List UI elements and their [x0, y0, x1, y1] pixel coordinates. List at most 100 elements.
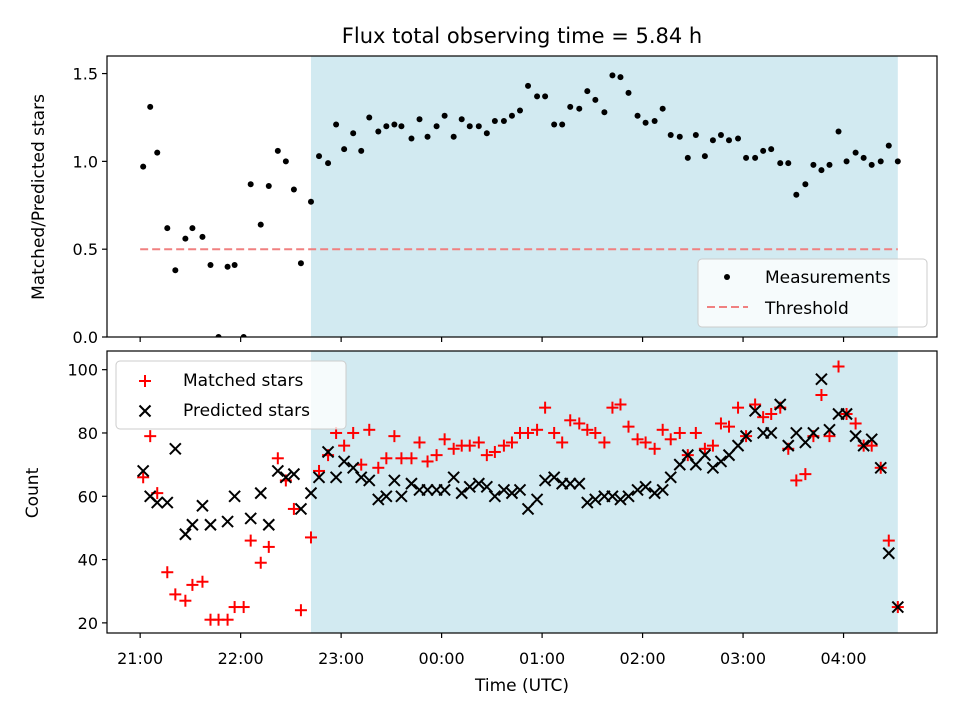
- measurement-point: [282, 158, 289, 165]
- predicted-star-point: [488, 490, 502, 503]
- measurement-point: [189, 225, 196, 232]
- y-tick-label: 40: [78, 551, 98, 570]
- measurement-point: [172, 267, 179, 274]
- measurement-point: [433, 123, 440, 130]
- matched-star-point: [639, 436, 652, 449]
- measurement-point: [676, 133, 683, 140]
- measurement-point: [634, 112, 641, 119]
- matched-star-point: [548, 426, 561, 439]
- matched-star-point: [430, 449, 443, 462]
- matched-star-point: [823, 430, 836, 443]
- x-tick-label: 23:00: [318, 649, 364, 668]
- predicted-star-point: [815, 372, 828, 386]
- predicted-star-point: [228, 490, 241, 503]
- measurement-point: [894, 158, 901, 165]
- matched-star-point: [438, 433, 451, 446]
- measurement-point: [760, 147, 767, 154]
- measurement-point: [500, 117, 507, 124]
- predicted-star-point: [865, 433, 878, 446]
- matched-star-point: [865, 439, 878, 452]
- predicted-star-point: [823, 423, 836, 437]
- y-tick-label: 100: [67, 361, 98, 380]
- measurement-point: [542, 93, 549, 100]
- matched-star-point: [531, 423, 544, 436]
- y-tick-label: 60: [78, 487, 98, 506]
- measurement-point: [584, 88, 591, 95]
- measurement-point: [358, 147, 365, 154]
- predicted-star-point: [321, 445, 335, 459]
- measurement-point: [777, 160, 784, 167]
- y-tick-label: 0.5: [73, 240, 98, 259]
- matched-star-point: [765, 407, 778, 420]
- predicted-star-point: [271, 464, 285, 478]
- predicted-star-point: [706, 461, 720, 474]
- matched-star-point: [815, 388, 828, 401]
- predicted-star-point: [581, 496, 594, 509]
- predicted-star-point: [196, 499, 209, 512]
- measurement-point: [307, 198, 314, 205]
- measurement-point: [290, 186, 297, 193]
- matched-star-point: [564, 414, 577, 427]
- predicted-star-point: [151, 496, 164, 509]
- measurement-point: [684, 154, 691, 161]
- matched-star-point: [338, 439, 351, 452]
- predicted-star-point: [337, 455, 351, 468]
- measurement-point: [491, 117, 498, 124]
- matched-star-point: [556, 436, 569, 449]
- predicted-star-point: [521, 502, 535, 516]
- measurement-point: [835, 128, 842, 135]
- matched-star-point: [698, 442, 711, 455]
- measurement-point: [333, 121, 340, 128]
- measurement-point: [877, 158, 884, 165]
- measurement-point: [375, 128, 382, 135]
- predicted-star-point: [279, 471, 293, 484]
- measurement-point: [297, 260, 304, 267]
- matched-star-point: [606, 401, 619, 414]
- matched-star-point: [757, 411, 770, 424]
- measurement-point: [802, 181, 809, 188]
- measurement-point: [408, 135, 415, 142]
- measurement-point: [651, 117, 658, 124]
- measurement-point: [717, 132, 724, 139]
- measurement-point: [885, 142, 892, 149]
- matched-star-point: [790, 474, 803, 487]
- y-tick-label: 1.0: [73, 152, 98, 171]
- matched-star-point: [254, 556, 267, 569]
- measurement-point: [154, 149, 161, 156]
- matched-star-point: [313, 464, 326, 477]
- measurement-point: [483, 130, 490, 137]
- legend-measurements-label: Measurements: [765, 268, 891, 288]
- measurement-point: [860, 154, 867, 161]
- matched-star-point: [363, 423, 376, 436]
- matched-star-point: [262, 540, 275, 553]
- predicted-star-point: [698, 448, 712, 462]
- y-tick-label: 80: [78, 424, 98, 443]
- matched-star-point: [137, 471, 150, 484]
- predicted-star-point: [405, 477, 418, 490]
- measurement-point: [257, 221, 264, 228]
- count-plot-area: [136, 351, 905, 633]
- matched-star-point: [169, 588, 182, 601]
- matched-star-point: [179, 594, 192, 607]
- measurement-point: [316, 153, 323, 160]
- matched-star-point: [488, 445, 501, 458]
- measurement-point: [450, 133, 457, 140]
- predicted-star-point: [639, 480, 652, 493]
- predicted-star-point: [564, 477, 577, 490]
- measurement-point: [659, 105, 666, 112]
- measurement-point: [625, 89, 632, 96]
- predicted-star-point: [254, 486, 267, 500]
- predicted-star-point: [874, 461, 887, 474]
- matched-star-point: [522, 426, 535, 439]
- measurement-point: [207, 261, 214, 268]
- measurement-point: [466, 123, 473, 130]
- x-tick-label: 04:00: [820, 649, 866, 668]
- predicted-star-point: [329, 471, 343, 484]
- matched-star-point: [631, 433, 644, 446]
- matched-star-point: [689, 426, 702, 439]
- predicted-star-point: [380, 490, 393, 503]
- measurement-point: [642, 119, 649, 126]
- measurement-point: [391, 121, 398, 128]
- x-axis-ticks: 21:00 22:00 23:00 00:00 01:00 02:00 03:00 04:00: [117, 649, 866, 668]
- matched-star-point: [664, 433, 677, 446]
